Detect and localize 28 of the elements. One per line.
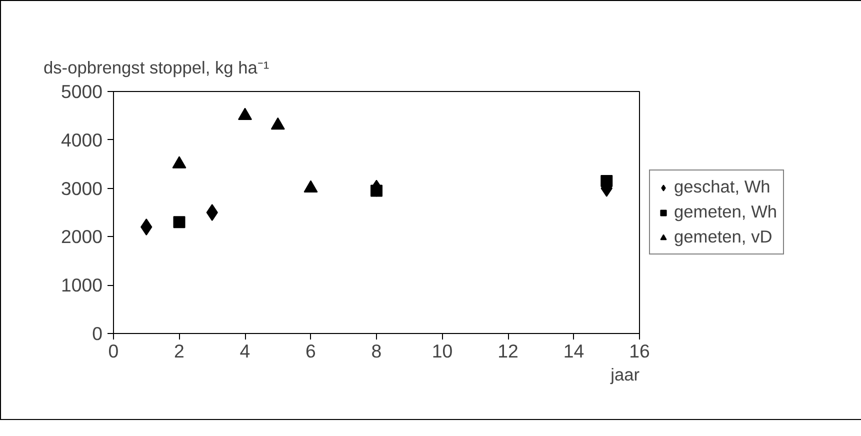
point [172, 156, 186, 168]
x-axis-title: jaar [610, 364, 640, 384]
y-axis-title: ds-opbrengst stoppel, kg ha⁻¹ [44, 58, 270, 78]
point [600, 175, 613, 188]
x-tick-label: 16 [629, 340, 650, 362]
point [270, 117, 285, 130]
x-tick-label: 2 [174, 340, 184, 362]
x-tick-label: 14 [563, 340, 584, 362]
y-tick-label: 3000 [60, 178, 103, 199]
x-tick-label: 10 [432, 340, 453, 362]
point [370, 184, 382, 197]
point [238, 108, 252, 120]
x-tick-label: 4 [240, 340, 250, 362]
y-tick-label: 0 [92, 323, 103, 344]
legend-label: geschat, Wh [674, 176, 770, 198]
y-tick-label: 5000 [60, 81, 103, 102]
point [206, 204, 218, 221]
x-tick-label: 0 [108, 340, 119, 362]
x-tick-label: 12 [498, 340, 518, 362]
x-tick-label: 6 [306, 340, 316, 362]
y-tick-label: 1000 [60, 274, 103, 296]
legend-label: gemeten, vD [674, 226, 772, 248]
x-tick-label: 8 [371, 340, 382, 362]
point [173, 216, 186, 228]
y-tick-label: 2000 [60, 226, 103, 248]
y-tick-label: 4000 [60, 129, 103, 150]
legend-label: gemeten, Wh [674, 202, 778, 222]
point [304, 180, 318, 193]
